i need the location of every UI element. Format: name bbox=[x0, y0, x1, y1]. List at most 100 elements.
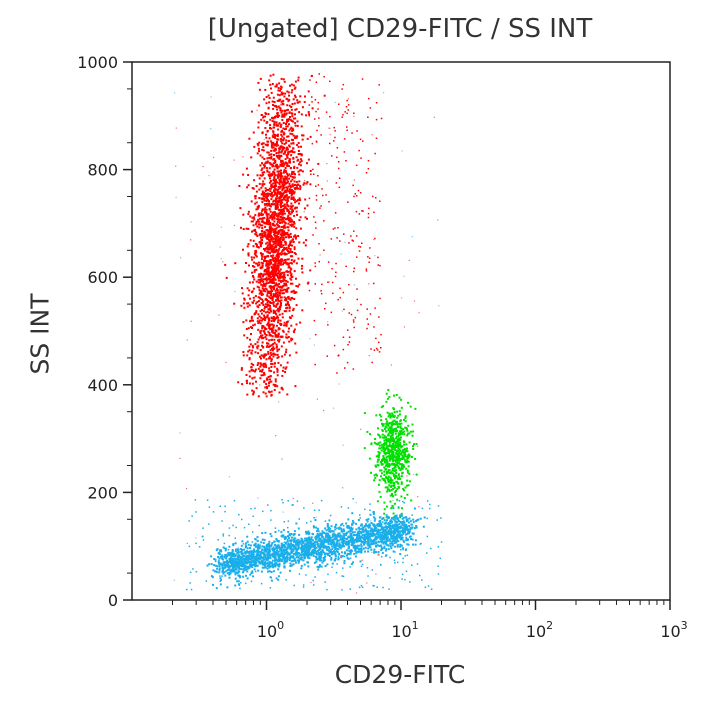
data-point bbox=[314, 283, 316, 285]
data-point bbox=[297, 545, 300, 548]
data-point bbox=[297, 548, 300, 551]
data-point bbox=[375, 414, 378, 417]
data-point bbox=[331, 536, 334, 539]
data-point bbox=[403, 454, 406, 457]
data-point bbox=[260, 292, 263, 295]
data-point bbox=[345, 265, 347, 268]
data-point bbox=[280, 213, 283, 216]
data-point bbox=[219, 583, 222, 586]
data-point bbox=[247, 543, 250, 546]
data-point bbox=[282, 220, 285, 223]
data-point bbox=[264, 336, 267, 338]
data-point bbox=[286, 560, 288, 563]
data-point bbox=[302, 547, 305, 550]
data-point bbox=[296, 124, 299, 127]
data-point bbox=[275, 324, 278, 327]
data-point bbox=[272, 182, 275, 185]
data-point bbox=[260, 252, 263, 255]
data-point bbox=[267, 113, 270, 115]
data-point bbox=[241, 549, 243, 552]
data-point bbox=[261, 532, 264, 535]
data-point bbox=[296, 187, 299, 190]
data-point bbox=[325, 302, 327, 305]
data-point bbox=[277, 299, 280, 302]
data-point bbox=[264, 270, 267, 273]
data-point bbox=[273, 173, 276, 176]
data-point bbox=[290, 273, 293, 276]
data-point bbox=[333, 140, 335, 142]
data-point bbox=[250, 256, 253, 259]
data-point bbox=[269, 349, 272, 352]
data-point bbox=[312, 168, 314, 171]
data-point bbox=[286, 546, 289, 549]
data-point bbox=[269, 304, 272, 307]
data-point bbox=[386, 455, 389, 458]
data-point bbox=[295, 285, 298, 287]
data-point bbox=[393, 459, 396, 462]
data-point bbox=[397, 465, 400, 468]
data-point bbox=[268, 246, 270, 249]
data-point bbox=[382, 459, 385, 462]
data-point bbox=[263, 177, 266, 180]
data-point bbox=[387, 434, 390, 437]
data-point bbox=[390, 531, 393, 534]
data-point bbox=[268, 167, 271, 170]
data-point bbox=[262, 149, 265, 152]
data-point bbox=[267, 330, 270, 333]
data-point bbox=[283, 216, 286, 219]
data-point bbox=[391, 446, 394, 448]
data-point bbox=[403, 448, 406, 451]
data-point bbox=[260, 118, 263, 121]
data-point bbox=[287, 545, 290, 548]
data-point bbox=[253, 548, 256, 551]
data-point bbox=[277, 319, 280, 322]
data-point bbox=[300, 567, 303, 570]
data-point bbox=[314, 118, 316, 120]
data-point bbox=[394, 541, 397, 544]
data-point bbox=[381, 531, 384, 533]
data-point bbox=[294, 184, 297, 187]
data-point bbox=[271, 275, 274, 277]
data-point bbox=[277, 285, 280, 288]
data-point bbox=[318, 545, 321, 548]
data-point bbox=[260, 217, 263, 220]
data-point bbox=[252, 131, 255, 134]
data-point bbox=[365, 528, 368, 531]
data-point bbox=[394, 423, 397, 426]
data-point bbox=[379, 533, 382, 536]
data-point bbox=[277, 128, 280, 131]
data-point bbox=[315, 81, 318, 83]
data-point bbox=[325, 534, 328, 537]
data-point bbox=[272, 133, 275, 136]
data-point bbox=[398, 451, 401, 454]
data-point bbox=[317, 108, 319, 110]
data-point bbox=[375, 197, 377, 199]
data-point bbox=[278, 282, 281, 285]
data-point bbox=[283, 284, 286, 287]
data-point bbox=[292, 289, 295, 292]
data-point bbox=[401, 472, 404, 475]
data-point bbox=[387, 451, 390, 454]
data-point bbox=[399, 413, 401, 416]
data-point bbox=[260, 312, 263, 315]
data-point bbox=[399, 438, 402, 441]
data-point bbox=[277, 175, 280, 178]
data-point bbox=[282, 244, 285, 247]
data-point bbox=[275, 241, 277, 244]
data-point bbox=[291, 545, 294, 548]
data-point bbox=[284, 282, 287, 285]
data-point bbox=[372, 195, 374, 198]
data-point bbox=[271, 347, 274, 350]
data-point bbox=[293, 180, 296, 183]
data-point bbox=[267, 300, 270, 303]
data-point bbox=[282, 249, 285, 252]
data-point bbox=[239, 207, 242, 210]
data-point bbox=[277, 218, 280, 221]
data-point bbox=[293, 191, 296, 194]
data-point bbox=[281, 205, 284, 208]
data-point bbox=[262, 330, 265, 332]
data-point bbox=[281, 201, 284, 204]
data-point bbox=[294, 342, 297, 345]
data-point bbox=[251, 389, 254, 392]
data-point bbox=[280, 91, 283, 94]
